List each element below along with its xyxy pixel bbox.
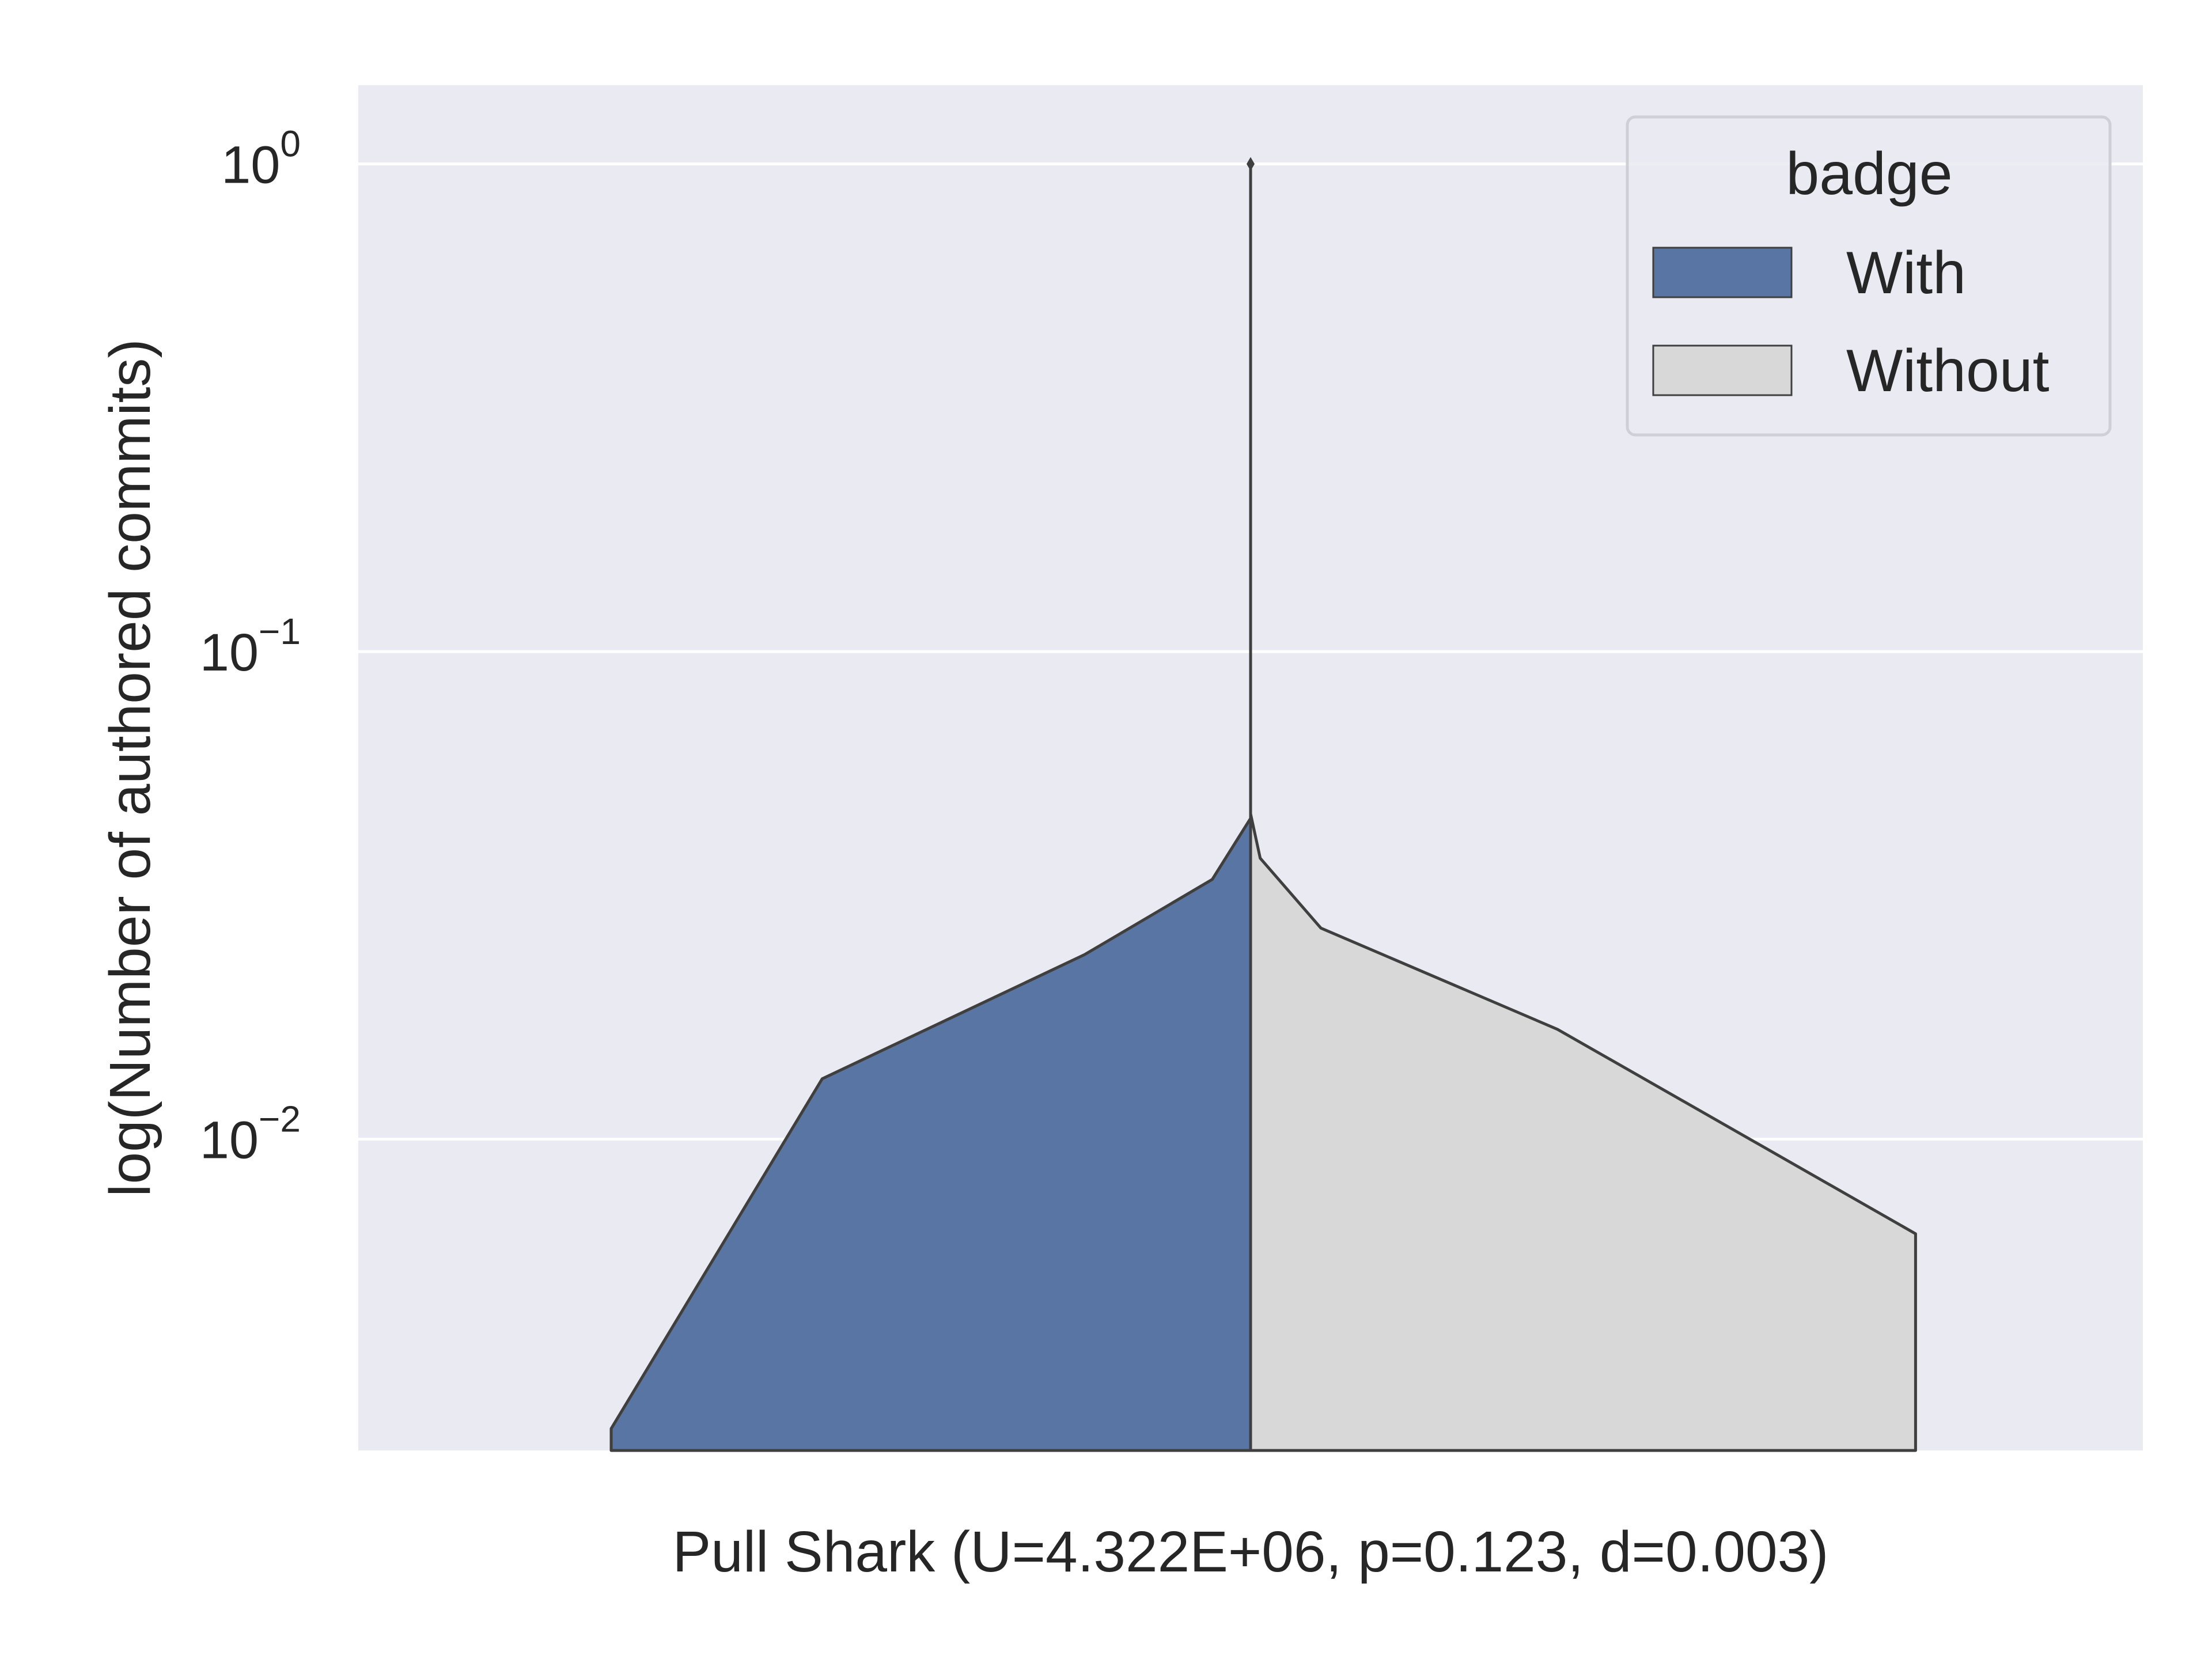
y-axis-label: log(Number of authored commits) <box>98 339 162 1196</box>
legend-label-without: Without <box>1846 338 2050 404</box>
y-tick-labels: 100 10−1 10−2 <box>200 123 301 1170</box>
legend-label-with: With <box>1846 240 1966 306</box>
y-tick-label-1: 10−1 <box>200 611 301 682</box>
outlier-marker <box>1247 157 1255 171</box>
legend: badge With Without <box>1626 115 2112 437</box>
legend-swatch-with <box>1652 247 1793 298</box>
legend-swatch-without <box>1652 344 1793 396</box>
y-tick-label-0: 100 <box>221 123 301 195</box>
legend-title: badge <box>1786 141 1952 207</box>
violins <box>609 157 1917 1452</box>
y-tick-label-2: 10−2 <box>200 1099 301 1170</box>
x-axis-label: Pull Shark (U=4.322E+06, p=0.123, d=0.00… <box>673 1520 1829 1584</box>
